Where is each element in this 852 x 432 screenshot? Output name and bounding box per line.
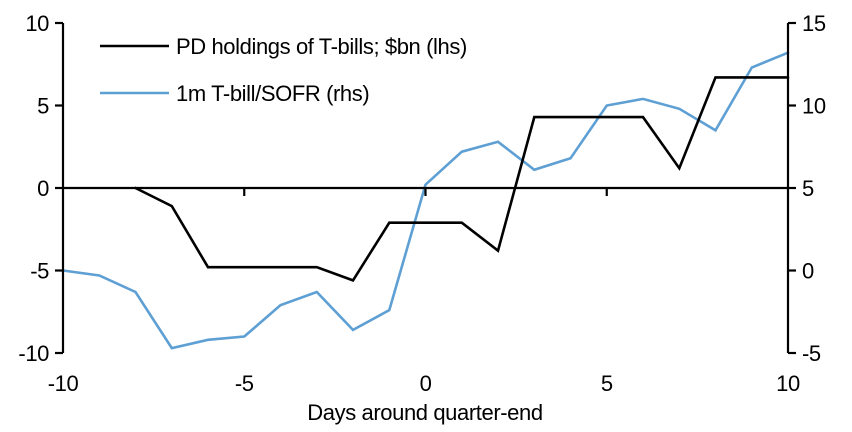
x-axis-tick-label: -10 — [48, 371, 79, 396]
left-axis-tick-label: 5 — [37, 94, 49, 119]
axes-layer — [55, 21, 796, 355]
legend-label: PD holdings of T-bills; $bn (lhs) — [176, 34, 467, 59]
x-axis-tick-label: 0 — [420, 371, 432, 396]
right-axis-tick-label: -5 — [802, 341, 821, 366]
right-axis-tick-label: 15 — [802, 11, 826, 36]
left-axis-tick-label: -5 — [30, 259, 49, 284]
series-layer — [61, 51, 790, 350]
left-axis-tick-label: -10 — [18, 341, 49, 366]
right-axis-tick-label: 5 — [802, 176, 814, 201]
axis-labels-layer: 10 5 0 -5 -10 15 10 5 0 -5 -10 -5 0 5 10 — [18, 11, 826, 396]
x-axis-tick-label: 5 — [601, 371, 613, 396]
left-axis-tick-label: 0 — [37, 176, 49, 201]
x-axis-tick-label: -5 — [235, 371, 254, 396]
x-axis-tick-label: 10 — [776, 371, 800, 396]
legend: PD holdings of T-bills; $bn (lhs) 1m T-bi… — [100, 34, 467, 106]
x-axis-title: Days around quarter-end — [307, 400, 542, 425]
right-axis-tick-label: 10 — [802, 94, 826, 119]
left-axis-tick-label: 10 — [25, 11, 49, 36]
legend-label: 1m T-bill/SOFR (rhs) — [176, 81, 369, 106]
right-axis-tick-label: 0 — [802, 259, 814, 284]
series-line-pd-holdings — [134, 76, 790, 282]
series-line-tbill-sofr — [61, 51, 790, 350]
